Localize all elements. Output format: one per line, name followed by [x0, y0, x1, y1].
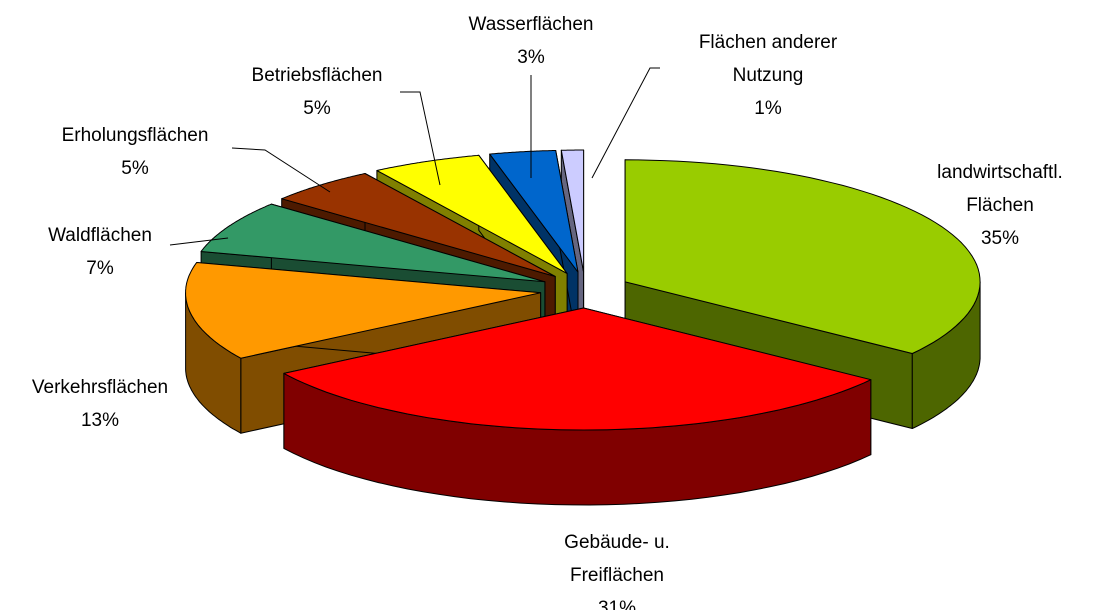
leader-line: [231, 147, 331, 193]
value-label: 5%: [121, 158, 149, 179]
slice-top: [200, 203, 546, 283]
slice-top: [376, 154, 568, 274]
value-label: 3%: [517, 47, 545, 68]
slice-top: [281, 173, 556, 277]
slice-top: [489, 150, 579, 273]
category-label: Flächen anderer Nutzung: [699, 32, 838, 86]
category-label: Wasserflächen: [469, 14, 594, 35]
slice-top: [624, 159, 981, 354]
category-label: Erholungsflächen: [62, 125, 209, 146]
category-label: Gebäude- u. Freiflächen: [564, 532, 670, 586]
slice-top: [185, 262, 542, 359]
pie: [185, 149, 981, 506]
category-label: Betriebsflächen: [252, 65, 383, 86]
value-label: 5%: [303, 98, 331, 119]
leader-line: [169, 237, 229, 246]
value-label: 13%: [81, 410, 119, 431]
slice-top: [560, 149, 585, 273]
leader-line: [591, 67, 660, 179]
category-label: Verkehrsflächen: [32, 377, 168, 398]
slice-top: [283, 307, 872, 431]
leader-line: [400, 91, 441, 186]
slice: [283, 307, 872, 506]
labels: landwirtschaftl. Flächen 35% Gebäude- u. Fre…: [32, 14, 1063, 610]
category-label: Waldflächen: [48, 225, 152, 246]
value-label: 7%: [86, 258, 114, 279]
category-label: landwirtschaftl. Flächen: [937, 162, 1063, 216]
value-label: 31%: [598, 598, 636, 610]
value-label: 35%: [981, 228, 1019, 249]
value-label: 1%: [754, 98, 782, 119]
